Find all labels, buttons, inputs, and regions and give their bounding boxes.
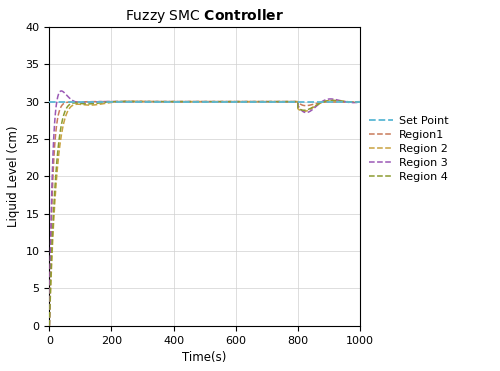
X-axis label: Time(s): Time(s) xyxy=(182,351,227,364)
Y-axis label: Liquid Level (cm): Liquid Level (cm) xyxy=(7,125,20,227)
Title: Fuzzy SMC $\mathbf{Controller}$: Fuzzy SMC $\mathbf{Controller}$ xyxy=(125,7,284,25)
Legend: Set Point, Region1, Region 2, Region 3, Region 4: Set Point, Region1, Region 2, Region 3, … xyxy=(368,116,448,182)
